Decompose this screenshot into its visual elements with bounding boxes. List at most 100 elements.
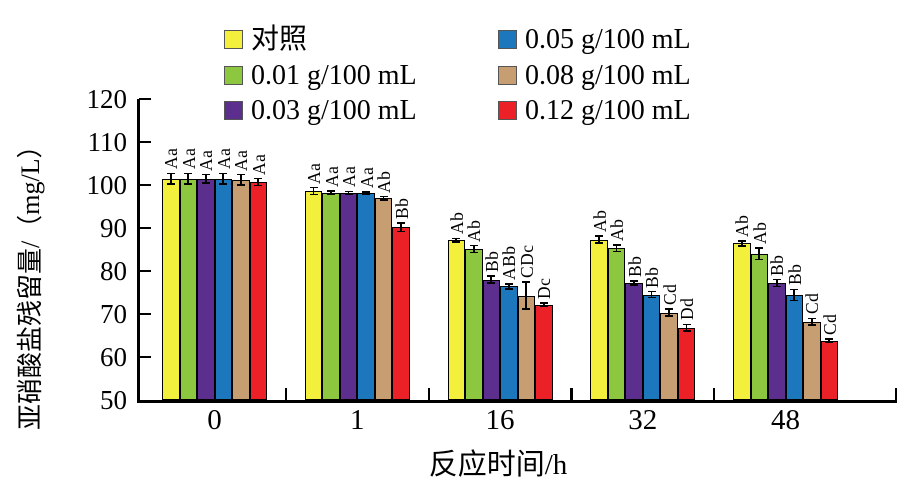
- bar: [392, 227, 410, 400]
- error-bar-cap: [807, 324, 816, 326]
- bar: [535, 304, 553, 400]
- significance-label-text: Dd: [677, 297, 697, 321]
- error-bar: [598, 236, 600, 244]
- legend-label: 0.01 g/100 mL: [251, 59, 417, 91]
- error-bar: [740, 240, 743, 247]
- bar: [500, 286, 518, 400]
- error-bar-cap: [379, 199, 388, 201]
- error-bar: [793, 289, 796, 301]
- x-tick-label: 48: [771, 404, 800, 436]
- error-bar-cap: [379, 195, 388, 198]
- error-bar-cap: [504, 288, 513, 290]
- significance-label-text: Bb: [642, 266, 662, 288]
- error-bar: [347, 191, 350, 195]
- error-bar-cap: [682, 323, 691, 326]
- y-tick-label: 50: [100, 385, 127, 415]
- y-axis-line: [137, 99, 140, 403]
- legend-item: 0.08 g/100 mL: [498, 60, 691, 92]
- error-bar-cap: [469, 244, 478, 247]
- legend-swatch: [498, 30, 517, 49]
- error-bar-cap: [201, 182, 210, 185]
- error-bar-cap: [539, 305, 548, 308]
- bar: [820, 340, 838, 400]
- significance-label-text: Ab: [749, 221, 770, 245]
- significance-label-text: Bb: [391, 197, 412, 219]
- error-bar: [633, 280, 635, 286]
- bar: [232, 179, 250, 400]
- error-bar: [455, 238, 458, 242]
- error-bar-cap: [737, 245, 746, 247]
- error-bar-cap: [772, 285, 781, 288]
- legend-swatch: [224, 65, 243, 85]
- legend-item: 0.01 g/100 mL: [224, 60, 417, 92]
- error-bar-cap: [807, 317, 816, 320]
- significance-label-text: Aa: [339, 166, 359, 188]
- x-tick-label: 1: [350, 404, 365, 436]
- legend-item: 对照: [224, 24, 307, 56]
- error-bar-cap: [755, 247, 764, 249]
- error-bar: [239, 174, 242, 185]
- bar: [482, 279, 500, 400]
- y-tick-label: 120: [86, 84, 128, 114]
- y-tick-mark: [139, 98, 151, 101]
- y-tick-label: 60: [100, 342, 127, 372]
- bar: [322, 192, 340, 400]
- bar: [642, 294, 661, 400]
- error-bar-cap: [254, 184, 263, 187]
- error-bar-cap: [362, 191, 370, 193]
- bar: [304, 191, 323, 400]
- error-bar: [257, 178, 260, 186]
- error-bar: [828, 338, 831, 343]
- error-bar-cap: [595, 235, 603, 237]
- error-bar-cap: [184, 182, 193, 185]
- significance-label-text: Cd: [802, 292, 823, 315]
- error-bar-cap: [612, 243, 621, 246]
- error-bar-cap: [539, 302, 548, 304]
- error-bar-cap: [487, 275, 496, 277]
- error-bar-cap: [522, 308, 531, 311]
- significance-label-text: Ab: [464, 219, 485, 242]
- bar: [339, 192, 358, 400]
- significance-label-text: Ab: [374, 170, 394, 193]
- error-bar-cap: [825, 338, 834, 340]
- x-tick-label: 32: [628, 404, 658, 436]
- y-tick-label: 90: [100, 213, 127, 243]
- error-bar-cap: [219, 182, 228, 185]
- error-bar-cap: [452, 237, 461, 240]
- bar: [162, 178, 180, 400]
- error-bar: [472, 245, 475, 253]
- error-bar: [204, 174, 207, 184]
- legend-label: 0.12 g/100 mL: [525, 95, 691, 126]
- bar: [517, 295, 535, 400]
- error-bar: [169, 173, 172, 184]
- error-bar: [365, 191, 367, 195]
- bar: [785, 295, 803, 400]
- y-tick-mark: [139, 313, 151, 316]
- bar: [465, 249, 483, 400]
- x-tick-mark: [713, 388, 716, 400]
- bar: [768, 283, 786, 400]
- legend-item: 0.12 g/100 mL: [498, 95, 691, 127]
- error-bar: [312, 187, 315, 195]
- significance-label-text: CDc: [516, 244, 537, 278]
- error-bar: [187, 173, 190, 184]
- y-tick-label: 110: [87, 127, 128, 157]
- legend-label: 0.05 g/100 mL: [525, 24, 691, 55]
- x-tick-label: 16: [485, 404, 515, 436]
- x-tick-mark: [284, 388, 288, 400]
- y-tick-mark: [139, 141, 151, 144]
- error-bar: [810, 318, 813, 326]
- significance-label-text: Aa: [304, 162, 324, 184]
- legend-label: 0.08 g/100 mL: [525, 59, 691, 91]
- y-tick-mark: [139, 356, 151, 359]
- error-bar-cap: [309, 193, 318, 196]
- error-bar: [525, 281, 528, 310]
- error-bar: [775, 279, 778, 287]
- error-bar-cap: [504, 283, 513, 285]
- y-tick-mark: [139, 184, 151, 187]
- y-tick-label: 70: [100, 299, 127, 329]
- legend-swatch: [498, 65, 517, 85]
- bar: [197, 178, 215, 400]
- x-axis-title: 反应时间/h: [428, 449, 568, 481]
